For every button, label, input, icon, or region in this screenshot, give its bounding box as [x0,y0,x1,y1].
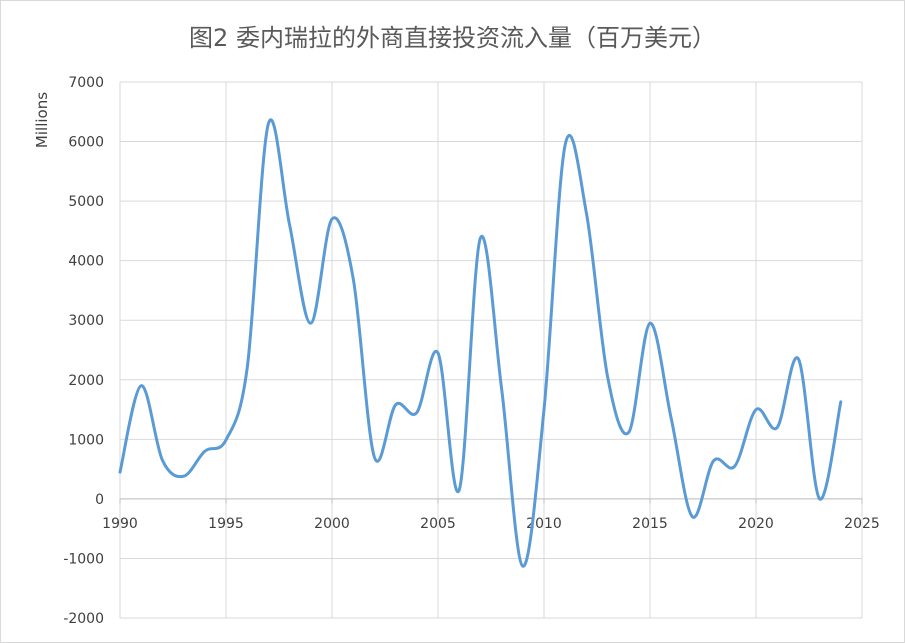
x-tick-label: 1990 [102,516,138,532]
y-tick-label: 1000 [68,432,104,448]
y-tick-label: 2000 [68,373,104,389]
x-tick-label: 2025 [844,516,880,532]
chart-title: 图2 委内瑞拉的外商直接投资流入量（百万美元） [189,24,716,52]
y-tick-label: 0 [95,492,104,508]
y-tick-label: -1000 [63,551,104,567]
y-tick-label: 3000 [68,313,104,329]
x-tick-label: 2015 [632,516,668,532]
grid-lines [119,81,863,619]
x-tick-labels: 1990 1995 2000 2005 2010 2015 2020 2025 [102,516,880,532]
x-tick-label: 2020 [738,516,774,532]
x-tick-label: 2000 [314,516,350,532]
y-tick-label: -2000 [63,611,104,627]
y-tick-label: 6000 [68,135,104,151]
series-lines [118,118,843,568]
y-tick-labels: -2000 -1000 0 1000 2000 3000 4000 5000 6000 7000 [63,75,104,627]
y-tick-label: 5000 [68,194,104,210]
x-tick-label: 2010 [526,516,562,532]
x-tick-label: 1995 [208,516,244,532]
axes [119,498,863,504]
x-tick-label: 2005 [420,516,456,532]
series-line [118,118,843,568]
y-tick-label: 4000 [68,254,104,270]
y-tick-label: 7000 [68,75,104,91]
